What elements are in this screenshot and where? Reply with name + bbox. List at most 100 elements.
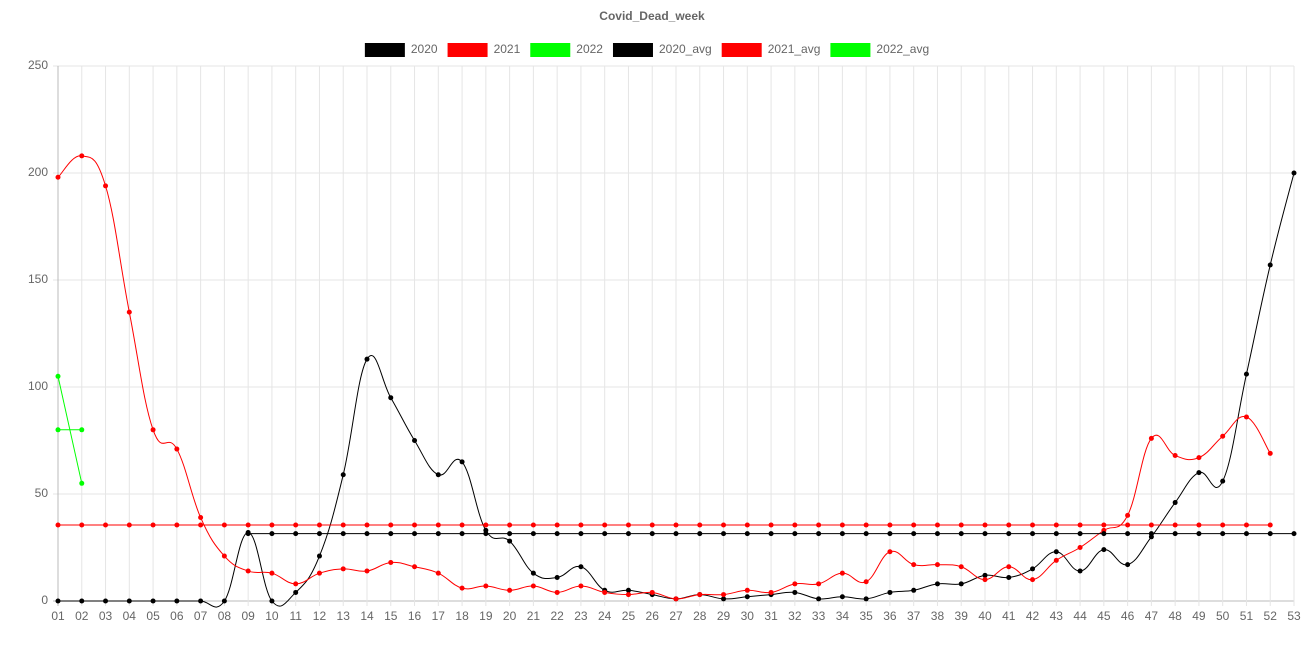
data-point bbox=[554, 522, 560, 528]
x-tick-label: 20 bbox=[503, 609, 517, 623]
data-point bbox=[1172, 522, 1178, 528]
data-point bbox=[673, 531, 679, 537]
data-point bbox=[221, 553, 227, 559]
data-point bbox=[293, 531, 299, 537]
data-point bbox=[673, 596, 679, 602]
x-tick-label: 52 bbox=[1264, 609, 1278, 623]
data-point bbox=[1125, 522, 1131, 528]
data-point bbox=[1172, 452, 1178, 458]
data-point bbox=[1148, 435, 1154, 441]
x-tick-label: 51 bbox=[1240, 609, 1254, 623]
x-tick-label: 21 bbox=[527, 609, 541, 623]
legend-swatch bbox=[530, 43, 571, 57]
legend-label: 2020_avg bbox=[659, 42, 712, 56]
data-point bbox=[792, 589, 798, 595]
y-tick-label: 200 bbox=[28, 165, 48, 179]
data-point bbox=[364, 356, 370, 362]
x-tick-label: 16 bbox=[408, 609, 422, 623]
data-point bbox=[816, 522, 822, 528]
data-point bbox=[792, 522, 798, 528]
x-tick-label: 31 bbox=[764, 609, 778, 623]
data-point bbox=[578, 564, 584, 570]
data-point bbox=[792, 581, 798, 587]
data-point bbox=[721, 596, 727, 602]
data-point bbox=[744, 531, 750, 537]
data-point bbox=[911, 522, 917, 528]
data-point bbox=[816, 531, 822, 537]
x-tick-label: 30 bbox=[741, 609, 755, 623]
x-tick-label: 49 bbox=[1192, 609, 1206, 623]
data-point bbox=[768, 531, 774, 537]
data-point bbox=[293, 589, 299, 595]
data-point bbox=[934, 522, 940, 528]
data-point bbox=[1125, 531, 1131, 537]
x-tick-label: 13 bbox=[337, 609, 351, 623]
x-tick-label: 43 bbox=[1050, 609, 1064, 623]
x-tick-label: 10 bbox=[265, 609, 279, 623]
data-point bbox=[934, 581, 940, 587]
x-tick-label: 46 bbox=[1121, 609, 1135, 623]
data-point bbox=[530, 531, 536, 537]
x-tick-label: 47 bbox=[1145, 609, 1159, 623]
data-point bbox=[1077, 545, 1083, 550]
data-point bbox=[649, 589, 655, 595]
x-tick-label: 27 bbox=[669, 609, 683, 623]
data-point bbox=[103, 598, 109, 604]
data-point bbox=[530, 570, 536, 576]
x-tick-label: 04 bbox=[123, 609, 137, 623]
data-point bbox=[459, 531, 465, 537]
x-tick-label: 34 bbox=[836, 609, 850, 623]
data-point bbox=[958, 564, 964, 570]
data-point bbox=[816, 596, 822, 602]
y-tick-label: 250 bbox=[28, 58, 48, 72]
data-point bbox=[388, 531, 394, 537]
data-point bbox=[1006, 574, 1012, 580]
data-point bbox=[768, 589, 774, 595]
data-point bbox=[245, 568, 251, 574]
data-point bbox=[958, 581, 964, 587]
data-point bbox=[673, 522, 679, 528]
data-point bbox=[412, 531, 418, 537]
x-tick-label: 38 bbox=[931, 609, 945, 623]
data-point bbox=[625, 587, 631, 593]
data-point bbox=[911, 562, 917, 568]
legend-label: 2021 bbox=[494, 42, 521, 56]
x-tick-label: 33 bbox=[812, 609, 826, 623]
data-point bbox=[388, 522, 394, 528]
x-tick-label: 26 bbox=[646, 609, 660, 623]
data-point bbox=[863, 579, 869, 585]
x-tick-label: 09 bbox=[241, 609, 255, 623]
legend-swatch bbox=[612, 43, 653, 57]
x-tick-label: 37 bbox=[907, 609, 921, 623]
data-point bbox=[507, 587, 513, 593]
data-point bbox=[55, 427, 61, 433]
data-point bbox=[412, 438, 418, 443]
x-tick-label: 07 bbox=[194, 609, 208, 623]
x-tick-label: 42 bbox=[1026, 609, 1040, 623]
data-point bbox=[79, 480, 85, 486]
data-point bbox=[221, 598, 227, 604]
x-tick-label: 17 bbox=[432, 609, 446, 623]
data-point bbox=[1291, 170, 1297, 176]
data-point bbox=[816, 581, 822, 587]
data-point bbox=[459, 585, 465, 591]
data-point bbox=[126, 309, 132, 315]
data-point bbox=[721, 531, 727, 537]
data-point bbox=[625, 531, 631, 537]
data-point bbox=[1196, 470, 1202, 476]
data-point bbox=[1077, 531, 1083, 537]
data-point bbox=[982, 577, 988, 583]
data-point bbox=[1101, 522, 1107, 528]
data-point bbox=[103, 183, 109, 189]
data-point bbox=[340, 531, 346, 537]
x-tick-label: 03 bbox=[99, 609, 113, 623]
data-point bbox=[435, 570, 441, 576]
data-point bbox=[887, 531, 893, 537]
data-point bbox=[958, 522, 964, 528]
data-point bbox=[649, 522, 655, 528]
data-point bbox=[602, 522, 608, 528]
x-tick-label: 24 bbox=[598, 609, 612, 623]
data-point bbox=[198, 598, 204, 604]
legend-swatch bbox=[447, 43, 488, 57]
